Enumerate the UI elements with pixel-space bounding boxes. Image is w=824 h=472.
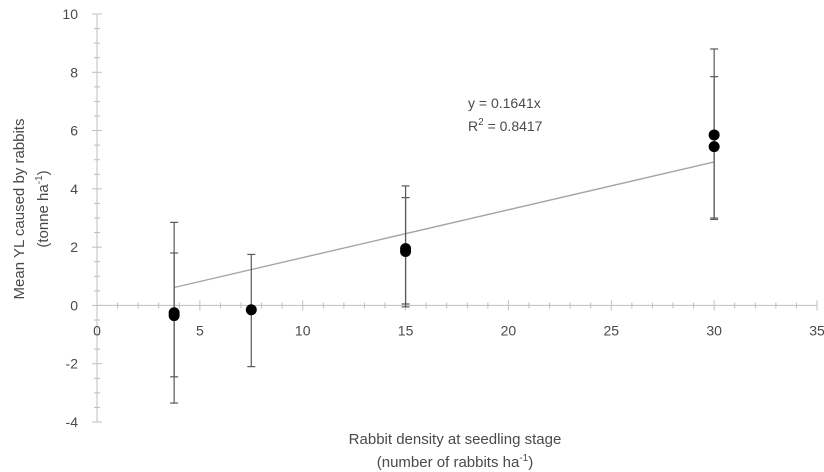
x-tick-label: 10 xyxy=(295,322,311,338)
x-tick-label: 20 xyxy=(501,322,517,338)
trendline-layer xyxy=(173,161,715,289)
error-bars xyxy=(170,48,719,404)
x-tick-labels: 0 5 10 15 20 25 30 35 xyxy=(93,322,824,338)
y-tick-label: 2 xyxy=(70,239,78,255)
x-tick-label: 0 xyxy=(93,322,101,338)
y-tick-label: -4 xyxy=(66,414,79,430)
y-axis-subtitle: (tonne ha-1) xyxy=(34,170,52,247)
y-tick-label: 8 xyxy=(70,64,78,80)
x-tick-label: 25 xyxy=(603,322,619,338)
y-tick-label: 10 xyxy=(62,6,78,22)
x-axis-title: Rabbit density at seedling stage xyxy=(349,431,562,448)
y-axis-title: Mean YL caused by rabbits xyxy=(11,119,28,300)
equation-text: y = 0.1641x xyxy=(468,95,541,111)
x-tick-label: 35 xyxy=(809,322,824,338)
y-tick-label: -2 xyxy=(66,356,79,372)
y-tick-label: 4 xyxy=(70,181,78,197)
x-axis-subtitle: (number of rabbits ha-1) xyxy=(377,453,533,471)
data-point xyxy=(400,246,412,258)
trendline xyxy=(173,161,715,289)
minor-ticks xyxy=(92,13,818,423)
axes xyxy=(96,14,817,422)
data-points xyxy=(168,129,720,322)
y-tick-label: 0 xyxy=(70,297,78,313)
x-tick-label: 5 xyxy=(196,322,204,338)
data-point xyxy=(708,141,720,153)
x-tick-label: 15 xyxy=(398,322,414,338)
y-tick-label: 6 xyxy=(70,123,78,139)
data-point xyxy=(708,129,720,141)
x-tick-label: 30 xyxy=(706,322,722,338)
r-squared-text: R2 = 0.8417 xyxy=(468,117,543,134)
data-point xyxy=(245,304,257,316)
y-tick-labels: -4 -2 0 2 4 6 8 10 xyxy=(62,6,78,430)
data-point xyxy=(168,310,180,322)
